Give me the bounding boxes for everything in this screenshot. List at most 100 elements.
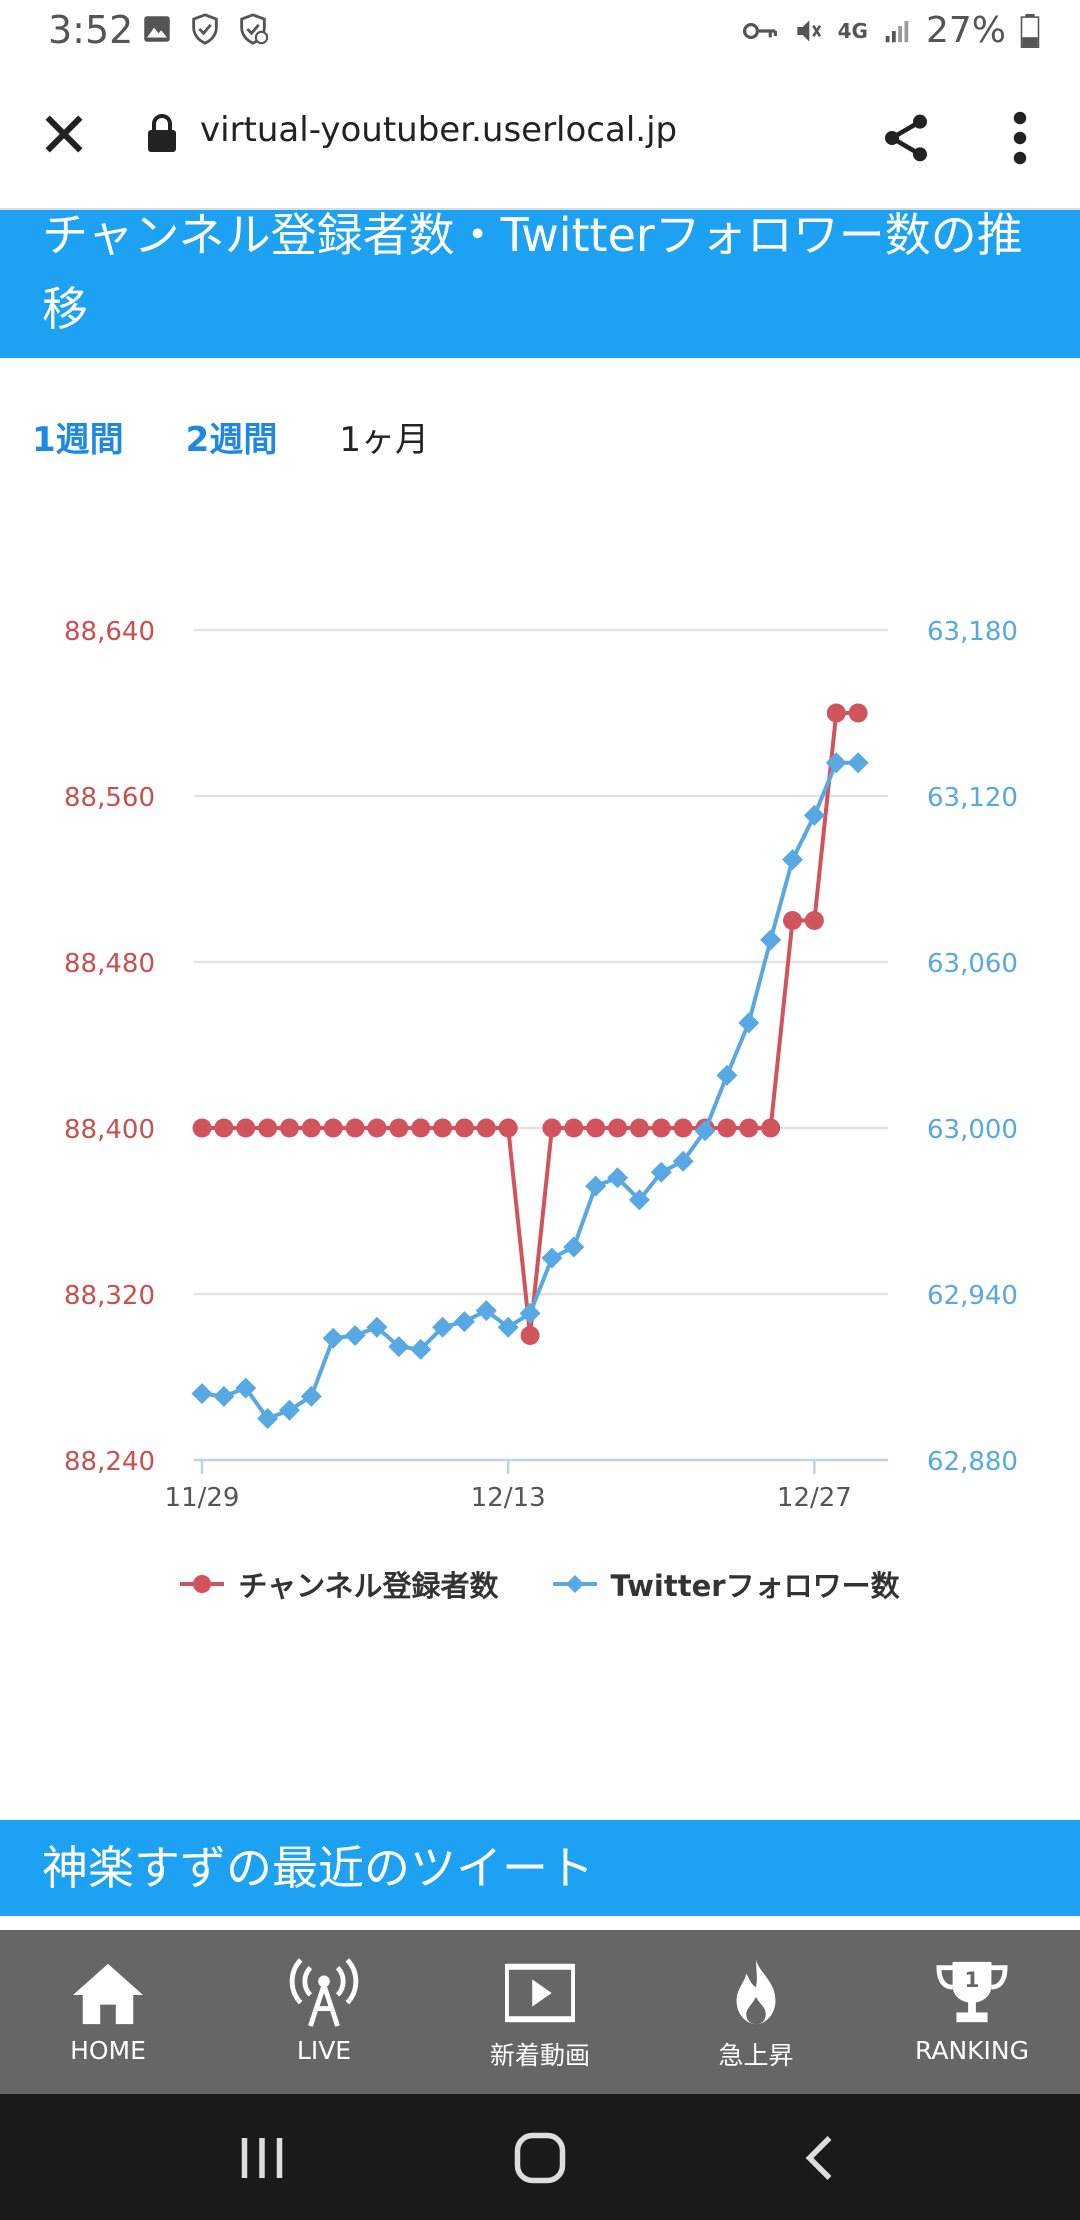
network-4g-icon: 4G bbox=[837, 18, 868, 43]
point-twitter bbox=[825, 752, 847, 774]
point-subscribers bbox=[804, 911, 824, 930]
status-bar: 3:52 4G 27% bbox=[0, 0, 1080, 64]
video-icon bbox=[505, 1963, 575, 2023]
tweets-section-header: 神楽すずの最近のツイート bbox=[0, 1820, 1080, 1916]
nav-ranking[interactable]: 1 RANKING bbox=[864, 1930, 1080, 2094]
point-twitter bbox=[388, 1336, 410, 1358]
point-twitter bbox=[322, 1327, 344, 1349]
point-subscribers bbox=[608, 1118, 628, 1138]
close-icon[interactable] bbox=[36, 106, 92, 162]
tweets-title: 神楽すずの最近のツイート bbox=[42, 1841, 594, 1895]
point-subscribers bbox=[301, 1118, 321, 1138]
point-subscribers bbox=[739, 1118, 759, 1138]
home-icon bbox=[73, 1963, 143, 2025]
x-tick-label: 12/27 bbox=[777, 1483, 852, 1513]
recent-apps-icon[interactable] bbox=[232, 2128, 292, 2188]
point-subscribers bbox=[433, 1118, 453, 1138]
y-left-tick-label: 88,480 bbox=[64, 949, 155, 979]
legend-label-twitter: Twitterフォロワー数 bbox=[610, 1569, 900, 1603]
point-subscribers bbox=[236, 1118, 256, 1138]
legend-item-subscribers[interactable]: チャンネル登録者数 bbox=[180, 1560, 499, 1608]
nav-live-label: LIVE bbox=[296, 2036, 352, 2065]
tab-1-week[interactable]: 1週間 bbox=[32, 420, 124, 460]
point-twitter bbox=[541, 1247, 563, 1269]
y-right-tick-label: 63,120 bbox=[927, 783, 1018, 813]
y-left-tick-label: 88,240 bbox=[64, 1447, 155, 1477]
point-subscribers bbox=[454, 1118, 474, 1138]
nav-home-label: HOME bbox=[70, 2036, 146, 2065]
nav-trending[interactable]: 急上昇 bbox=[648, 1930, 864, 2094]
tab-1-month[interactable]: 1ヶ月 bbox=[339, 420, 429, 460]
point-twitter bbox=[300, 1385, 322, 1407]
point-twitter bbox=[432, 1316, 454, 1338]
legend-item-twitter[interactable]: Twitterフォロワー数 bbox=[552, 1560, 900, 1608]
y-left-tick-label: 88,320 bbox=[64, 1281, 155, 1311]
section-header: チャンネル登録者数・Twitterフォロワー数の推移 bbox=[0, 210, 1080, 358]
url-text[interactable]: virtual-youtuber.userlocal.jp bbox=[200, 110, 678, 150]
nav-home[interactable]: HOME bbox=[0, 1930, 216, 2094]
y-right-tick-label: 62,880 bbox=[927, 1447, 1018, 1477]
legend-marker-diamond-icon bbox=[552, 1575, 597, 1593]
system-nav-bar bbox=[0, 2094, 1080, 2220]
lock-icon bbox=[148, 114, 176, 152]
series-line-subscribers bbox=[202, 711, 859, 1336]
point-subscribers bbox=[848, 703, 868, 723]
home-button-icon[interactable] bbox=[510, 2128, 570, 2188]
point-subscribers bbox=[214, 1118, 234, 1138]
chart-legend: チャンネル登録者数 Twitterフォロワー数 bbox=[0, 1560, 1080, 1608]
point-subscribers bbox=[476, 1118, 496, 1138]
point-twitter bbox=[585, 1175, 607, 1197]
chart: 88,240 62,880 88,320 62,940 88,400 63,000 88,4… bbox=[0, 560, 1080, 1630]
point-subscribers bbox=[323, 1118, 343, 1138]
point-subscribers bbox=[673, 1118, 693, 1138]
signal-icon bbox=[885, 20, 909, 42]
share-icon[interactable] bbox=[878, 108, 934, 168]
y-right-tick-label: 63,060 bbox=[927, 949, 1018, 979]
point-subscribers bbox=[717, 1118, 737, 1138]
flame-icon bbox=[736, 1959, 776, 2025]
point-subscribers bbox=[761, 1118, 781, 1138]
tab-2-weeks[interactable]: 2週間 bbox=[185, 420, 278, 460]
section-title: チャンネル登録者数・Twitterフォロワー数の推移 bbox=[42, 210, 1023, 336]
back-icon[interactable] bbox=[792, 2128, 852, 2188]
nav-new-videos[interactable]: 新着動画 bbox=[432, 1930, 648, 2094]
point-twitter bbox=[782, 849, 804, 871]
point-twitter bbox=[453, 1311, 475, 1333]
y-right-tick-label: 63,180 bbox=[927, 617, 1018, 647]
chart-svg: 88,240 62,880 88,320 62,940 88,400 63,000 88,4… bbox=[64, 617, 1018, 1513]
browser-toolbar: virtual-youtuber.userlocal.jp bbox=[0, 64, 1080, 210]
more-vert-icon[interactable] bbox=[998, 108, 1042, 168]
mute-icon bbox=[796, 19, 821, 42]
point-subscribers bbox=[258, 1118, 278, 1138]
battery-icon bbox=[1020, 13, 1040, 48]
point-subscribers bbox=[826, 703, 846, 723]
point-subscribers bbox=[345, 1118, 365, 1138]
point-subscribers bbox=[192, 1118, 212, 1138]
svg-text:1: 1 bbox=[965, 1968, 980, 1993]
y-left-tick-label: 88,560 bbox=[64, 783, 155, 813]
point-subscribers bbox=[498, 1118, 518, 1138]
y-right-tick-label: 63,000 bbox=[927, 1115, 1018, 1145]
point-subscribers bbox=[542, 1118, 562, 1138]
point-subscribers bbox=[411, 1118, 431, 1138]
legend-marker-circle-icon bbox=[180, 1575, 225, 1593]
bottom-nav: HOME LIVE 新着動画 急上昇 1 RANKING bbox=[0, 1930, 1080, 2094]
point-twitter bbox=[278, 1399, 300, 1421]
x-tick-label: 12/13 bbox=[471, 1483, 546, 1513]
nav-live[interactable]: LIVE bbox=[216, 1930, 432, 2094]
point-twitter bbox=[191, 1383, 213, 1405]
battery-percent: 27% bbox=[925, 10, 1006, 51]
point-twitter bbox=[607, 1167, 629, 1189]
point-subscribers bbox=[651, 1118, 671, 1138]
point-twitter bbox=[803, 804, 825, 826]
point-twitter bbox=[475, 1300, 497, 1322]
nav-trending-label: 急上昇 bbox=[718, 2041, 794, 2070]
point-twitter bbox=[366, 1316, 388, 1338]
shield-check-icon bbox=[192, 13, 218, 45]
nav-new-videos-label: 新着動画 bbox=[489, 2041, 590, 2070]
point-subscribers bbox=[783, 911, 803, 930]
shield-sync-icon bbox=[240, 13, 269, 45]
point-twitter bbox=[628, 1189, 650, 1211]
point-twitter bbox=[847, 752, 869, 774]
point-subscribers bbox=[629, 1118, 649, 1138]
